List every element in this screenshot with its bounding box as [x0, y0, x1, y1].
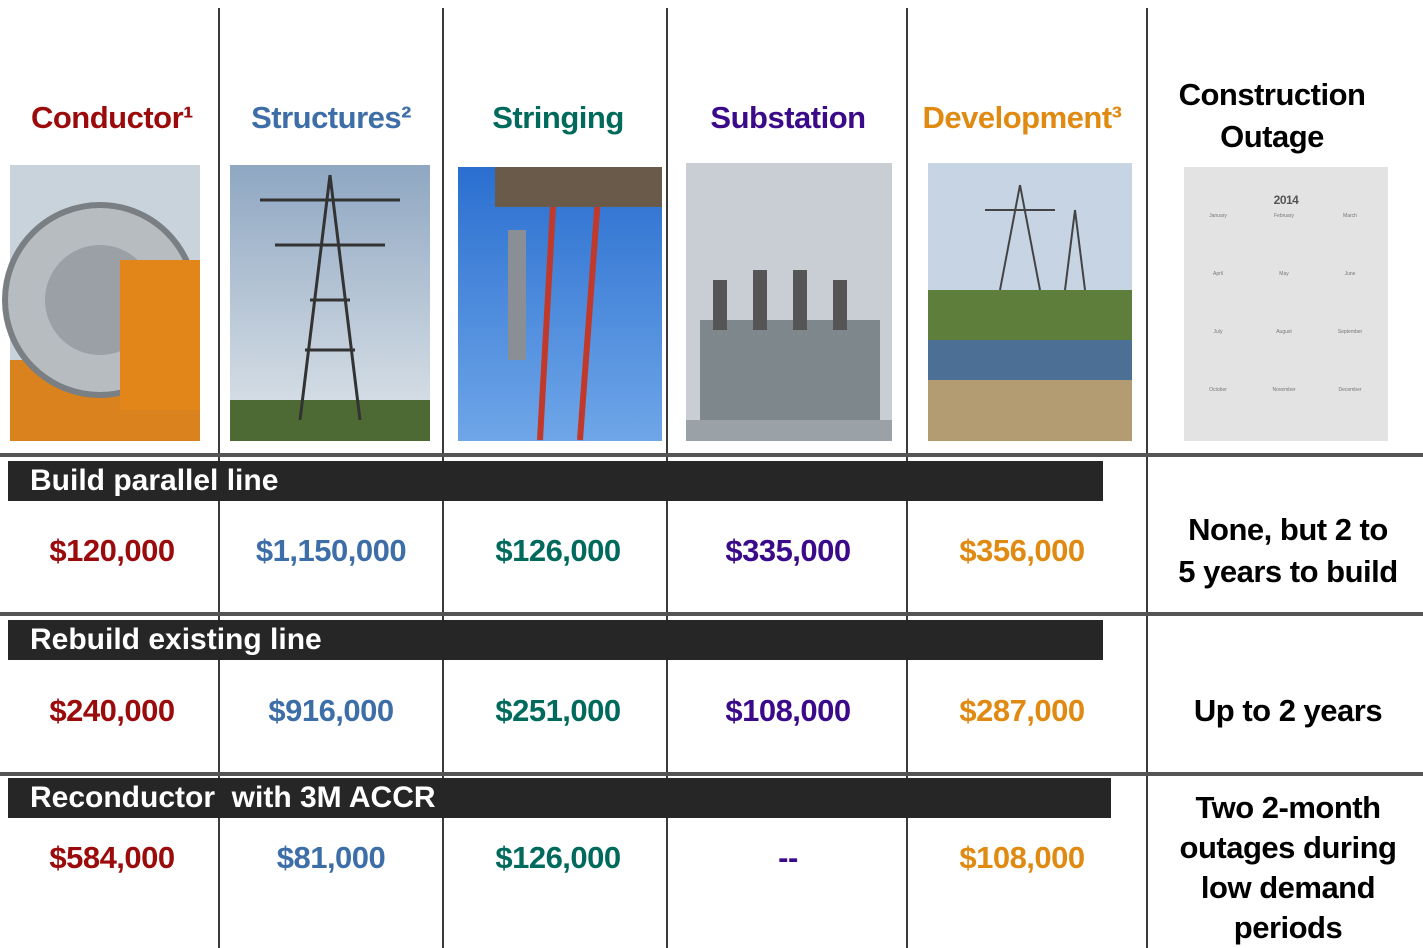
outage-text: Up to 2 years	[1193, 693, 1383, 728]
calendar-month: July	[1213, 329, 1223, 335]
cost-value: $120,000	[49, 533, 175, 568]
calendar-month: October	[1209, 387, 1227, 393]
outage-text: None, but 2 to	[1188, 512, 1388, 547]
calendar-month: September	[1337, 329, 1363, 335]
column-header: Stringing	[492, 100, 624, 135]
column-header: Development³	[922, 100, 1122, 135]
calendar-month: August	[1276, 329, 1292, 335]
row-label: Build parallel line	[8, 461, 1103, 501]
calendar-year: 2014	[1273, 193, 1299, 207]
cost-value: $584,000	[49, 840, 175, 875]
calendar-month: January	[1209, 213, 1227, 219]
substation-photo	[686, 163, 892, 441]
cost-value: $108,000	[959, 840, 1085, 875]
outage-text: Two 2-month	[1195, 790, 1381, 825]
conductor-photo	[2, 165, 200, 441]
cost-value: $287,000	[959, 693, 1085, 728]
calendar-photo	[1184, 167, 1388, 441]
cost-value: $335,000	[725, 533, 851, 568]
outage-text: 5 years to build	[1178, 554, 1398, 589]
cost-value: $81,000	[276, 840, 386, 875]
outage-text: outages during	[1179, 830, 1397, 865]
cost-value: $251,000	[495, 693, 621, 728]
outage-text: periods	[1233, 910, 1343, 945]
outage-header: Outage	[1220, 119, 1324, 154]
cost-value: $1,150,000	[255, 533, 407, 568]
cost-value: $108,000	[725, 693, 851, 728]
stringing-photo	[458, 167, 662, 441]
outage-text: low demand	[1200, 870, 1376, 905]
cost-value: $916,000	[268, 693, 394, 728]
calendar-month: December	[1338, 387, 1362, 393]
calendar-month: February	[1273, 213, 1295, 219]
column-header: Substation	[710, 100, 866, 135]
column-header: Conductor¹	[30, 100, 194, 135]
calendar-month: June	[1344, 271, 1356, 277]
calendar-month: April	[1212, 271, 1224, 277]
calendar-month: March	[1343, 213, 1357, 219]
cost-value: $126,000	[495, 533, 621, 568]
development-photo	[928, 163, 1132, 441]
column-header: Structures²	[251, 100, 411, 135]
cost-value: --	[778, 840, 798, 875]
row-label: Rebuild existing line	[8, 620, 1103, 660]
cost-value: $356,000	[959, 533, 1085, 568]
cost-value: $240,000	[49, 693, 175, 728]
outage-header: Construction	[1178, 77, 1366, 112]
row-lines	[0, 453, 1423, 776]
structures-photo	[230, 165, 430, 441]
calendar-month: November	[1272, 387, 1296, 393]
cost-value: $126,000	[495, 840, 621, 875]
row-label: Reconductor with 3M ACCR	[8, 778, 1111, 818]
calendar-month: May	[1279, 271, 1289, 277]
